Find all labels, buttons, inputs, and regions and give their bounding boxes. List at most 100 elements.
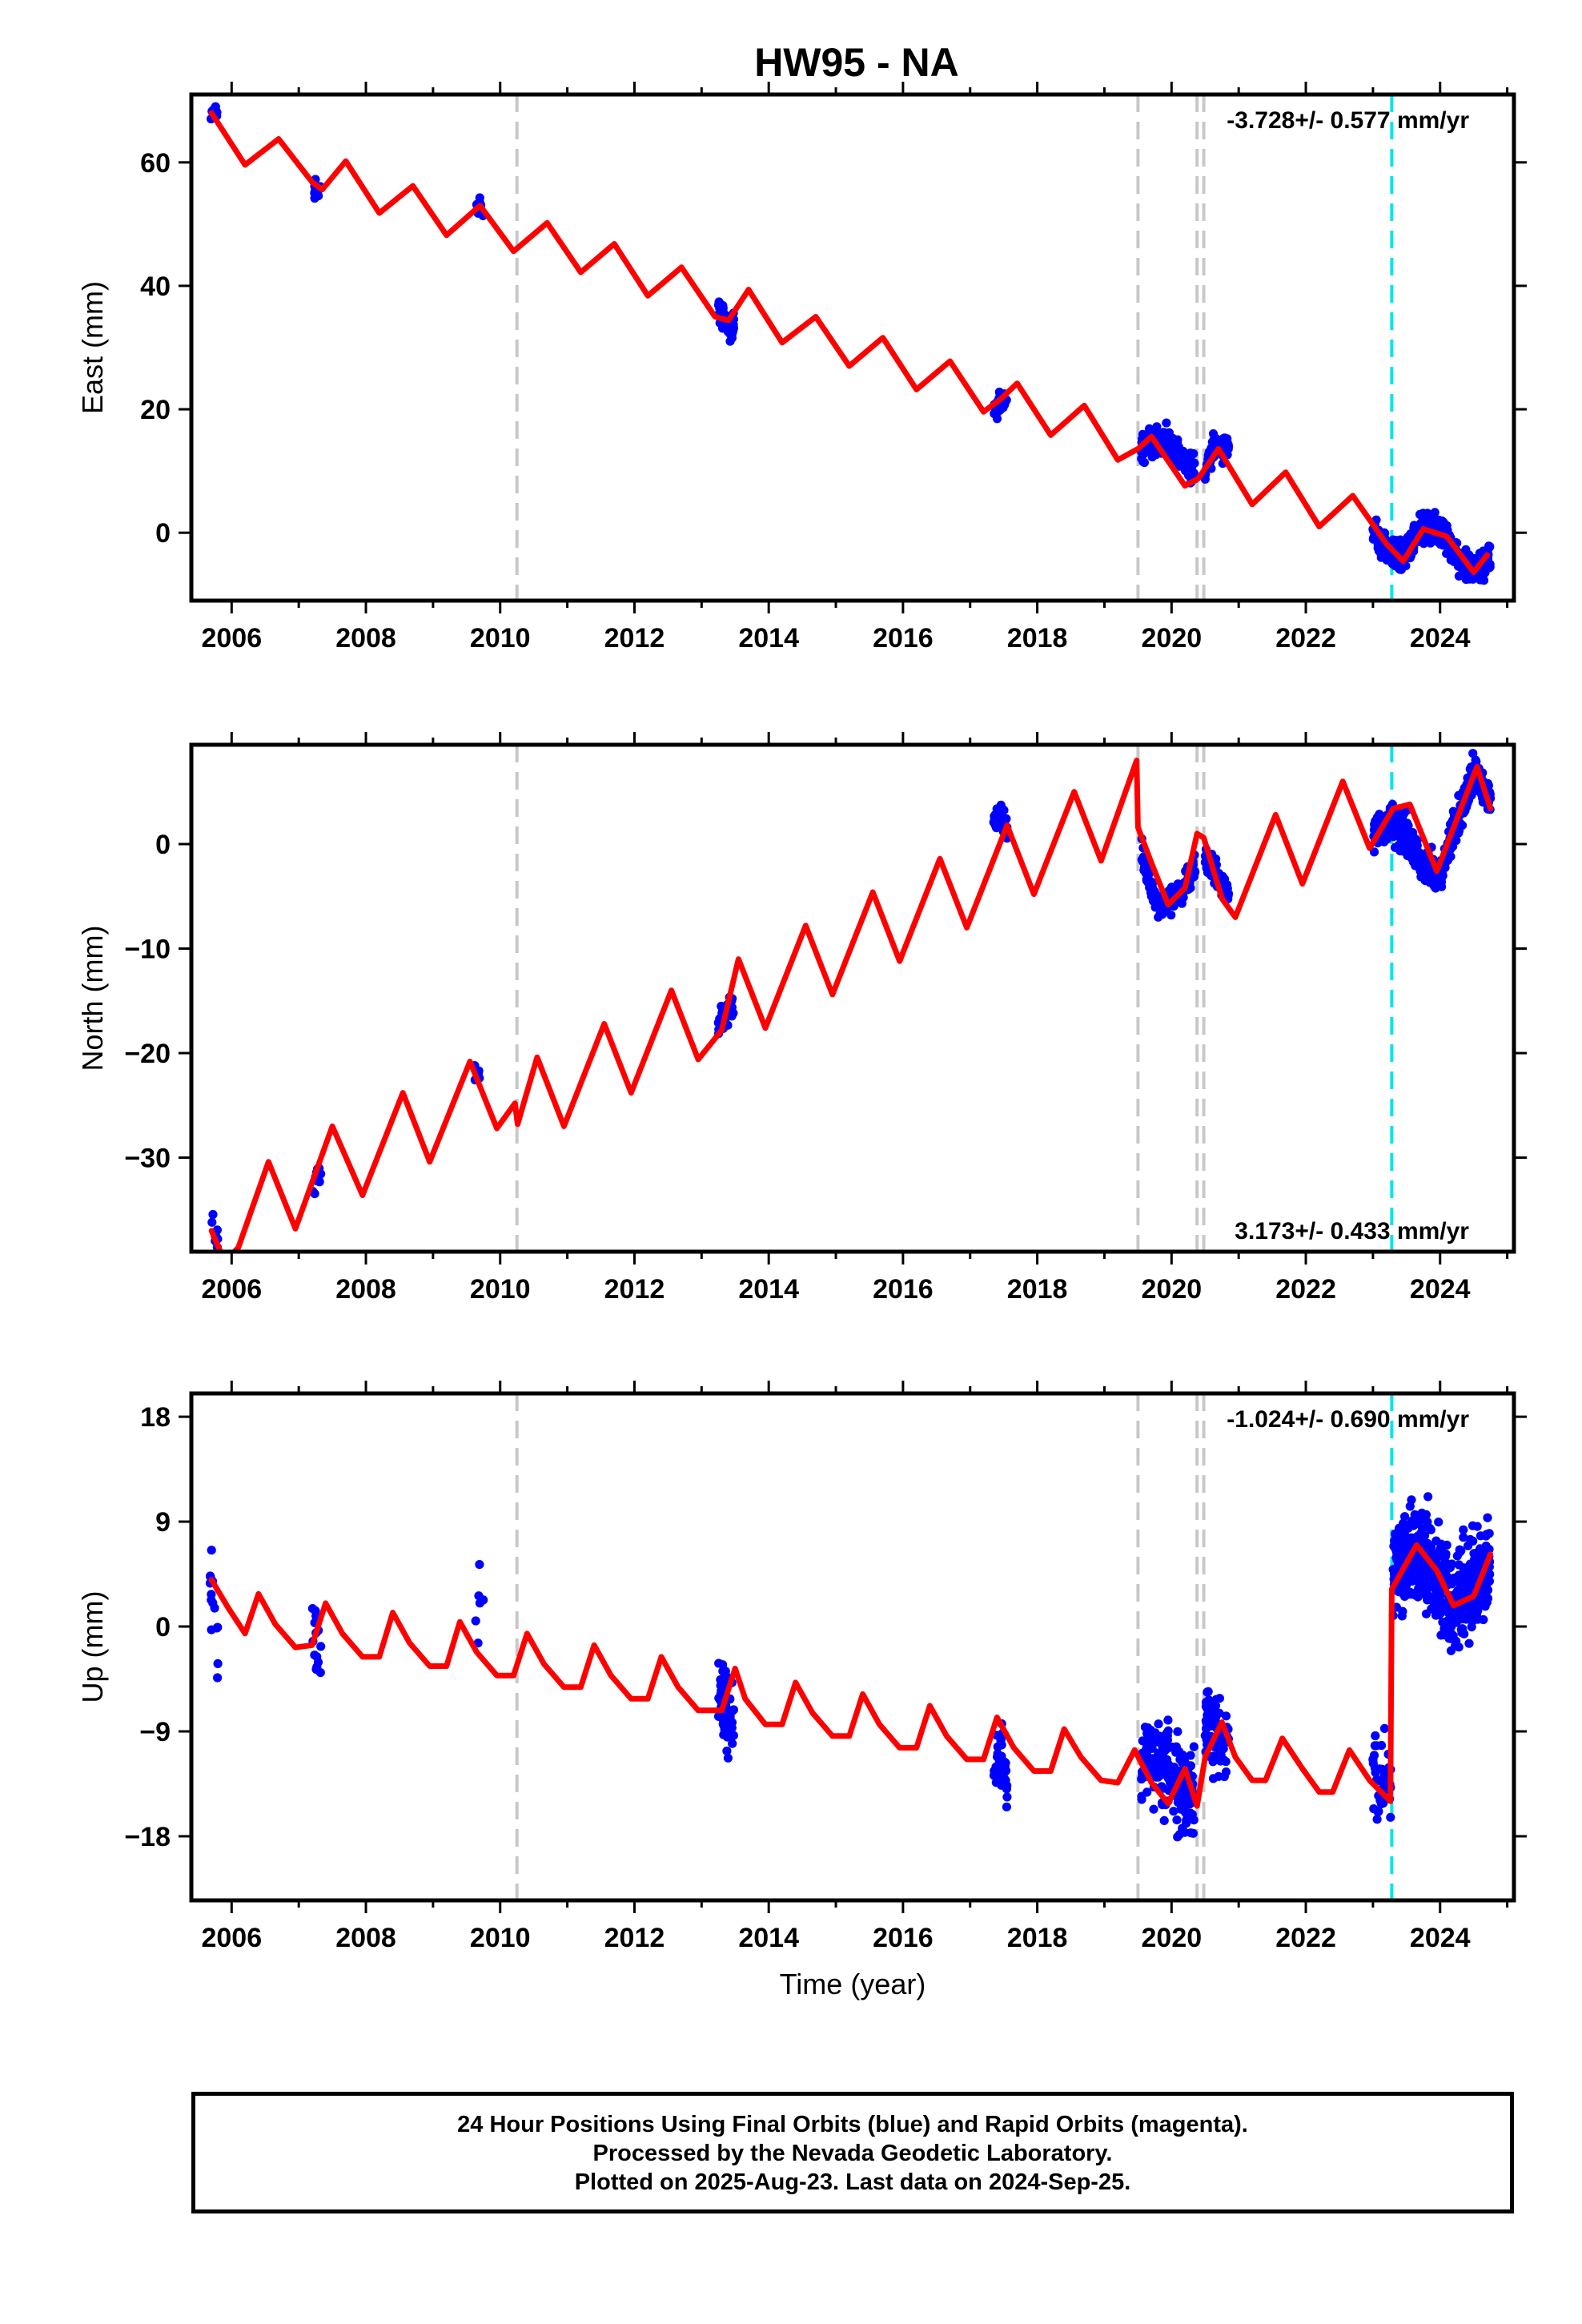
x-tick-label: 2018 <box>1007 1923 1068 1953</box>
data-point <box>1149 1804 1158 1814</box>
x-tick-label: 2012 <box>604 1274 665 1305</box>
data-point <box>208 1598 218 1608</box>
data-point <box>1452 1636 1461 1646</box>
x-tick-label: 2016 <box>873 623 934 653</box>
data-point <box>316 1642 326 1651</box>
data-point <box>1458 1574 1468 1584</box>
data-point <box>1452 1551 1462 1561</box>
data-point <box>1152 422 1162 432</box>
data-point <box>1401 1521 1411 1530</box>
data-point <box>1146 891 1156 901</box>
data-point <box>1189 448 1199 459</box>
data-point <box>1170 883 1179 893</box>
data-point <box>1393 1561 1403 1570</box>
x-tick-label: 2010 <box>470 1274 531 1305</box>
x-tick-label: 2022 <box>1275 623 1336 653</box>
data-point <box>1405 1587 1415 1597</box>
data-point <box>1408 1520 1418 1530</box>
data-point <box>1406 529 1415 539</box>
data-point <box>1162 418 1171 428</box>
data-point <box>1368 1755 1378 1764</box>
data-point <box>1447 1559 1457 1569</box>
data-point <box>999 400 1009 410</box>
data-point <box>1142 446 1151 456</box>
data-point <box>475 1560 484 1570</box>
plot-frame <box>189 1391 1516 1903</box>
data-point <box>1483 1594 1493 1603</box>
data-point <box>727 1707 737 1716</box>
x-tick-label: 2022 <box>1275 1274 1336 1305</box>
data-point <box>1407 838 1416 848</box>
data-point <box>310 188 319 198</box>
data-point <box>1484 543 1494 553</box>
x-tick-label: 2018 <box>1007 623 1068 653</box>
data-point <box>1468 749 1478 758</box>
data-point <box>1211 1701 1221 1711</box>
y-tick-label: −30 <box>124 1144 171 1174</box>
data-point <box>727 332 737 342</box>
data-point <box>1166 911 1176 920</box>
x-axis-label: Time (year) <box>780 1968 926 2000</box>
data-point <box>475 193 484 203</box>
x-tick-label: 2006 <box>201 623 262 653</box>
data-point <box>1223 891 1233 900</box>
model-fit-line <box>208 110 1490 575</box>
data-point <box>1477 1549 1487 1558</box>
data-point <box>1472 1598 1482 1608</box>
x-tick-label: 2024 <box>1410 1923 1471 1953</box>
x-tick-label: 2006 <box>201 1923 262 1953</box>
y-tick-label: −9 <box>139 1717 171 1747</box>
data-point <box>1448 806 1458 816</box>
x-tick-label: 2024 <box>1410 1274 1471 1305</box>
y-axis-label: North (mm) <box>76 926 109 1072</box>
data-point <box>1475 1558 1484 1568</box>
data-point <box>997 1740 1006 1750</box>
y-axis-label: Up (mm) <box>76 1591 109 1703</box>
data-point <box>1412 860 1422 870</box>
data-point <box>1173 455 1183 464</box>
data-point <box>1446 1646 1456 1655</box>
x-tick-label: 2008 <box>335 1274 396 1305</box>
data-point <box>1209 1751 1219 1761</box>
data-point <box>1418 1524 1427 1534</box>
data-point <box>1399 1543 1408 1553</box>
data-point <box>1148 1754 1158 1763</box>
panel-1: 2006 2008 2010 2012 2014 2016 2018 2020 2022 2024… <box>76 82 1527 653</box>
data-point <box>1438 537 1447 547</box>
data-point <box>1370 1741 1379 1751</box>
data-point <box>1162 1755 1172 1764</box>
data-point <box>1186 1751 1195 1760</box>
x-tick-label: 2020 <box>1142 623 1203 653</box>
x-tick-label: 2008 <box>335 623 396 653</box>
rate-annotation: 3.173+/- 0.433 mm/yr <box>1235 1218 1469 1244</box>
data-point <box>1469 1549 1479 1558</box>
data-point <box>207 1217 217 1227</box>
data-point <box>1459 1533 1468 1542</box>
data-point <box>1172 1815 1182 1825</box>
data-point <box>1143 1746 1153 1755</box>
data-point <box>718 1667 728 1676</box>
data-point <box>1189 1742 1199 1751</box>
data-point <box>1471 755 1480 765</box>
data-point <box>1434 515 1443 525</box>
data-point <box>1215 1694 1224 1703</box>
model-fit-line <box>208 1542 1494 1809</box>
data-point <box>1173 1727 1182 1736</box>
data-point <box>1391 1553 1401 1562</box>
panel-2: 2006 2008 2010 2012 2014 2016 2018 2020 2022 2024… <box>76 732 1527 1305</box>
data-point <box>1461 575 1471 585</box>
data-point <box>1169 1807 1178 1816</box>
data-point <box>213 1622 223 1632</box>
y-tick-label: 9 <box>155 1507 171 1538</box>
data-point <box>729 1731 739 1740</box>
data-point <box>1423 1538 1432 1548</box>
data-point <box>1164 1767 1174 1777</box>
data-point <box>1464 1565 1474 1574</box>
data-point <box>1417 1508 1427 1518</box>
data-point <box>1207 1714 1216 1723</box>
data-point <box>1150 1728 1160 1738</box>
data-point <box>479 1595 488 1605</box>
data-point <box>1173 1832 1182 1842</box>
data-point <box>1369 1804 1379 1814</box>
